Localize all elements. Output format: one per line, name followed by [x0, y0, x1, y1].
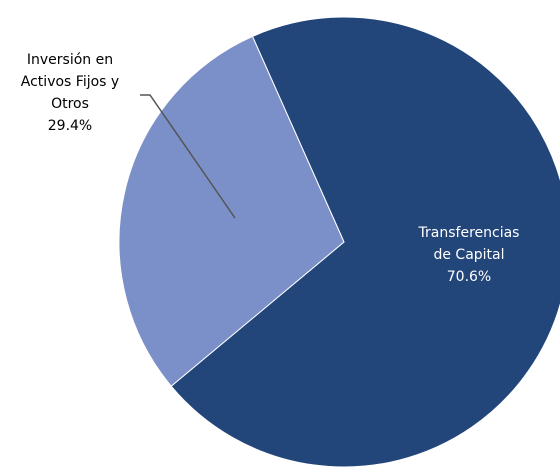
value-label: 70.6%	[446, 269, 492, 285]
category-label: Inversión en Activos Fijos y Otros	[20, 52, 120, 112]
leader-line	[140, 94, 236, 219]
pie-slice	[118, 35, 345, 387]
value-label: 29.4%	[47, 118, 93, 134]
pie-slice	[170, 16, 560, 468]
category-label: Transferencias de Capital	[418, 225, 520, 263]
slice-label: Transferencias de Capital 70.6%	[409, 222, 529, 288]
slice-label: Inversión en Activos Fijos y Otros 29.4%	[3, 49, 137, 137]
